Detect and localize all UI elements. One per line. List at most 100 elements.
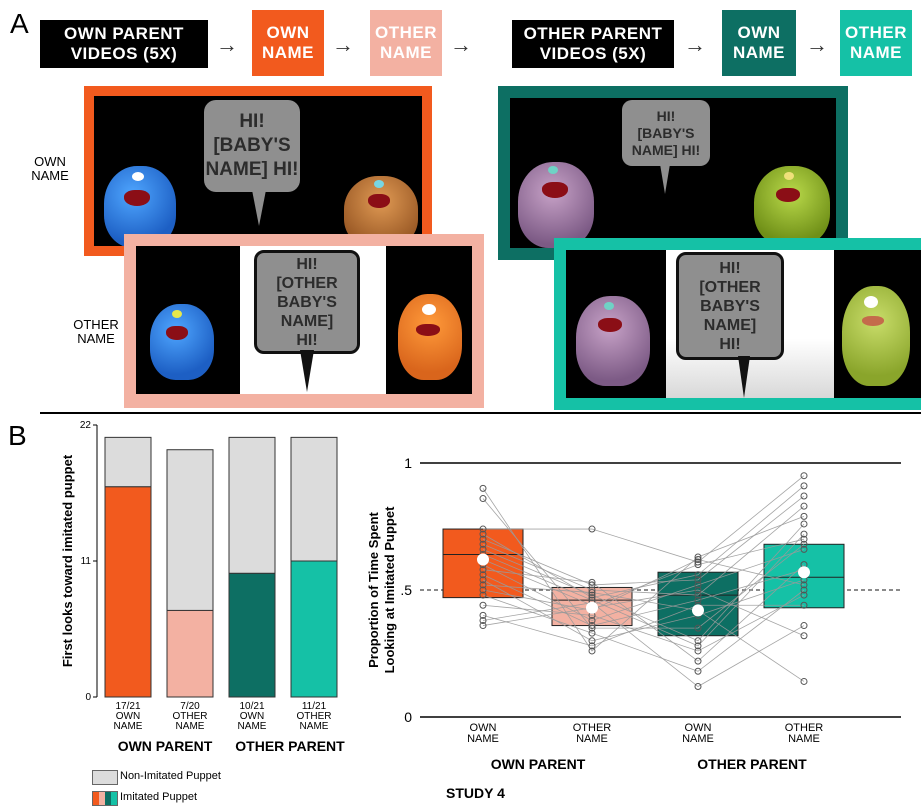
panel-a-letter: A <box>10 8 29 39</box>
x-category-label: OWN NAME <box>467 722 499 745</box>
green-puppet <box>754 166 830 246</box>
subject-line <box>482 559 805 611</box>
speech-bubble: HI! [BABY'S NAME] HI! <box>204 100 300 192</box>
eye <box>374 180 384 188</box>
swatch-other-other <box>111 792 117 805</box>
subject-point <box>800 632 808 640</box>
subject-point <box>479 611 487 619</box>
panel-b-letter: B <box>8 420 27 451</box>
y-tick-label: 1 <box>404 455 412 471</box>
subject-point <box>800 502 808 510</box>
subject-line <box>482 604 804 647</box>
subject-point <box>479 545 487 553</box>
subject-point <box>588 622 596 630</box>
group-label: OTHER PARENT <box>697 756 807 772</box>
subject-point <box>588 629 596 637</box>
flow-other-parent-videos: OTHER PARENT VIDEOS (5X) <box>512 20 674 68</box>
row-label-own-name: OWN NAME <box>31 154 69 183</box>
subject-point <box>479 495 487 503</box>
swatch-own-other <box>99 792 105 805</box>
subject-point <box>694 667 702 675</box>
subject-point <box>588 624 596 632</box>
subject-line <box>482 533 805 647</box>
eye <box>132 172 144 181</box>
eye <box>784 172 794 180</box>
blue-puppet <box>150 304 214 380</box>
subject-point <box>588 589 596 597</box>
subject-point <box>588 647 596 655</box>
legend-non-imitated-swatch <box>92 770 118 785</box>
swatch-other-own <box>105 792 111 805</box>
subject-point <box>694 553 702 561</box>
study-label: STUDY 4 <box>446 785 505 801</box>
flow-own-name-1: OWN NAME <box>252 10 324 76</box>
blue-puppet <box>104 166 176 246</box>
subject-point <box>479 530 487 538</box>
subject-point <box>694 561 702 569</box>
subject-point <box>800 601 808 609</box>
subject-line <box>482 488 805 652</box>
subject-point <box>694 657 702 665</box>
subject-line <box>482 485 805 599</box>
arrow-icon: → <box>806 32 828 57</box>
mouth <box>368 194 390 208</box>
subject-line <box>482 602 805 688</box>
subject-point <box>588 525 596 533</box>
arrow-icon: → <box>450 32 472 57</box>
subject-line <box>482 505 805 596</box>
subject-point <box>694 637 702 645</box>
arrow-icon: → <box>216 32 238 57</box>
subject-point <box>588 616 596 624</box>
bubble-tail <box>660 164 670 194</box>
stacked-bar-chart: 0 11 22 First looks toward imitated puppet 1… <box>60 420 345 754</box>
subject-point <box>588 581 596 589</box>
y-tick-label: 0 <box>404 709 412 725</box>
speech-bubble: HI! [OTHER BABY'S NAME] HI! <box>254 250 360 354</box>
subject-point <box>588 594 596 602</box>
bubble-tail <box>252 190 266 226</box>
eye <box>604 302 614 310</box>
eye <box>548 166 558 174</box>
flow-own-parent-videos: OWN PARENT VIDEOS (5X) <box>40 20 208 68</box>
subject-point <box>800 586 808 594</box>
subject-point <box>800 622 808 630</box>
subject-point <box>694 647 702 655</box>
flow-own-name-2: OWN NAME <box>722 10 796 76</box>
subject-point <box>800 472 808 480</box>
green-puppet <box>842 286 910 386</box>
subject-point <box>479 591 487 599</box>
subject-line <box>482 589 805 637</box>
subject-line <box>482 594 805 652</box>
group-label: OWN PARENT <box>491 756 586 772</box>
subject-point <box>800 581 808 589</box>
subject-point <box>800 530 808 538</box>
y-axis-label: First looks toward imitated puppet <box>60 454 75 667</box>
subject-line <box>483 475 805 563</box>
subject-point <box>479 566 487 574</box>
row-label-other-name: OTHER NAME <box>73 317 119 346</box>
bubble-tail <box>300 350 314 392</box>
subject-point <box>479 601 487 609</box>
mouth <box>542 182 568 198</box>
x-category-label: OTHER NAME <box>573 722 612 745</box>
y-tick-label: .5 <box>400 582 412 598</box>
orange-puppet <box>398 294 462 380</box>
arrow-icon: → <box>684 32 706 57</box>
subject-point <box>479 586 487 594</box>
subject-point <box>694 591 702 599</box>
mean-point <box>798 566 810 579</box>
subject-point <box>800 520 808 528</box>
subject-point <box>479 525 487 533</box>
subject-point <box>694 581 702 589</box>
mouth <box>862 316 884 326</box>
subject-point <box>479 484 487 492</box>
subject-line <box>482 548 805 621</box>
subject-point <box>588 578 596 586</box>
subject-point <box>588 591 596 599</box>
bar-non-imitated <box>166 449 214 611</box>
subject-point <box>479 622 487 630</box>
subject-point <box>694 586 702 594</box>
x-category-label: 10/21 OWN NAME <box>238 701 267 732</box>
bar-imitated <box>228 572 276 698</box>
y-tick-label: 0 <box>85 692 91 703</box>
